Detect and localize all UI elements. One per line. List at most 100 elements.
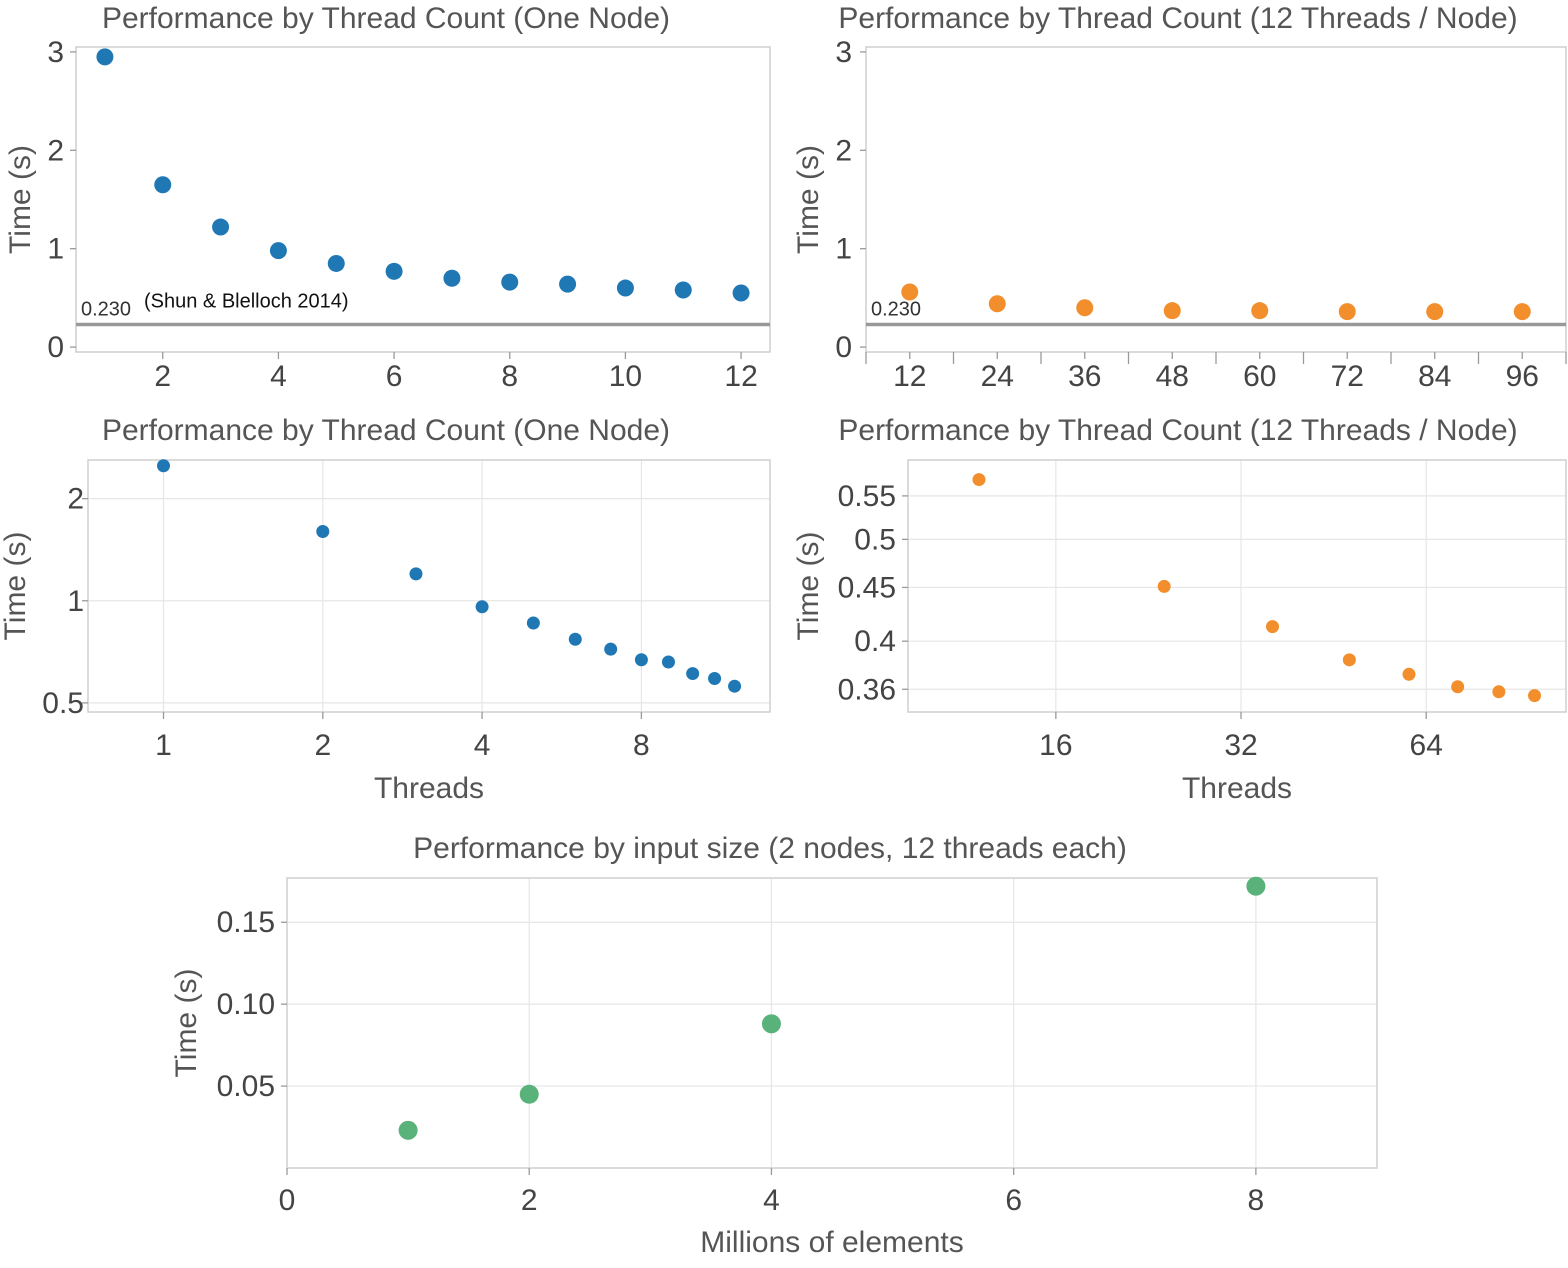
x-tick-label: 84	[1418, 360, 1451, 393]
y-tick-label: 0.4	[854, 625, 896, 658]
y-tick-label: 0.15	[217, 906, 275, 939]
data-point	[443, 269, 461, 287]
data-point	[475, 600, 489, 614]
chart-title: Performance by Thread Count (12 Threads …	[838, 414, 1517, 447]
data-point	[972, 473, 986, 487]
data-point	[634, 653, 648, 667]
reference-line-value: 0.230	[81, 298, 131, 320]
data-point	[1251, 302, 1269, 320]
data-point	[1342, 653, 1356, 667]
data-point	[1338, 303, 1356, 321]
x-tick-label: 0	[279, 1184, 296, 1217]
x-tick-label: 6	[1005, 1184, 1022, 1217]
data-point	[526, 616, 540, 630]
data-point	[604, 642, 618, 656]
x-tick-label: 16	[1039, 729, 1072, 762]
data-point	[1451, 680, 1465, 694]
data-point	[568, 632, 582, 646]
data-point	[616, 279, 634, 297]
x-tick-label: 32	[1224, 729, 1257, 762]
y-axis-label: Time (s)	[4, 145, 37, 254]
y-axis-label: Time (s)	[170, 969, 203, 1078]
data-point	[728, 679, 742, 693]
plot-frame	[907, 459, 1567, 713]
x-tick-label: 96	[1506, 360, 1539, 393]
data-point	[901, 283, 919, 301]
c2-chart: Performance by Thread Count (12 Threads …	[792, 2, 1567, 393]
data-point	[269, 242, 287, 260]
x-axis-label: Millions of elements	[700, 1226, 963, 1259]
y-tick-label: 0.55	[838, 480, 896, 513]
x-tick-label: 2	[314, 729, 331, 762]
data-point	[398, 1120, 418, 1140]
data-point	[761, 1014, 781, 1034]
x-tick-label: 4	[270, 360, 287, 393]
data-point	[385, 262, 403, 280]
y-tick-label: 2	[835, 134, 852, 167]
chart-title: Performance by Thread Count (One Node)	[102, 2, 670, 35]
data-point	[1402, 667, 1416, 681]
data-point	[1246, 876, 1266, 896]
data-point	[686, 667, 700, 681]
x-tick-label: 64	[1410, 729, 1443, 762]
data-point	[96, 48, 114, 66]
chart-title: Performance by Thread Count (12 Threads …	[838, 2, 1517, 35]
x-tick-label: 12	[724, 360, 757, 393]
y-tick-label: 1	[67, 585, 84, 618]
data-point	[519, 1084, 539, 1104]
y-tick-label: 3	[835, 36, 852, 69]
x-tick-label: 72	[1331, 360, 1364, 393]
y-tick-label: 2	[67, 483, 84, 516]
x-tick-label: 4	[474, 729, 491, 762]
x-axis-label: Threads	[374, 772, 484, 805]
x-tick-label: 60	[1243, 360, 1276, 393]
x-tick-label: 8	[1248, 1184, 1265, 1217]
data-point	[1163, 302, 1181, 320]
data-point	[661, 655, 675, 669]
data-point	[409, 567, 423, 581]
y-tick-label: 0.05	[217, 1070, 275, 1103]
x-tick-label: 1	[155, 729, 172, 762]
x-tick-label: 48	[1156, 360, 1189, 393]
y-tick-label: 0.5	[854, 523, 896, 556]
data-point	[1157, 579, 1171, 593]
data-point	[212, 218, 230, 236]
data-point	[154, 176, 172, 194]
c1-chart: Performance by Thread Count (One Node) 0 1…	[4, 2, 771, 393]
y-axis-label: Time (s)	[792, 145, 825, 254]
plot-frame	[286, 877, 1378, 1169]
y-tick-label: 0	[47, 331, 64, 364]
x-tick-label: 2	[154, 360, 171, 393]
data-point	[316, 525, 330, 539]
y-tick-label: 0.36	[838, 673, 896, 706]
y-tick-label: 0.5	[42, 687, 84, 720]
data-point	[1076, 299, 1094, 317]
y-tick-label: 0	[835, 331, 852, 364]
y-tick-label: 1	[47, 233, 64, 266]
data-point	[1528, 689, 1542, 703]
data-point	[674, 281, 692, 299]
y-tick-label: 0.45	[838, 571, 896, 604]
data-point	[988, 295, 1006, 313]
x-tick-label: 4	[763, 1184, 780, 1217]
y-tick-label: 2	[47, 134, 64, 167]
chart-title: Performance by input size (2 nodes, 12 t…	[413, 832, 1127, 865]
data-point	[559, 275, 577, 293]
x-tick-label: 24	[981, 360, 1014, 393]
data-point	[708, 672, 722, 686]
data-point	[501, 273, 519, 291]
data-point	[1265, 620, 1279, 634]
y-tick-label: 3	[47, 36, 64, 69]
x-tick-label: 8	[633, 729, 650, 762]
chart-title: Performance by Thread Count (One Node)	[102, 414, 670, 447]
x-tick-label: 12	[893, 360, 926, 393]
plot-frame	[87, 459, 771, 713]
data-point	[1426, 303, 1444, 321]
c4-chart: Performance by Thread Count (12 Threads …	[792, 414, 1567, 805]
y-axis-label: Time (s)	[792, 532, 825, 641]
x-axis-label: Threads	[1182, 772, 1292, 805]
x-tick-label: 2	[521, 1184, 538, 1217]
reference-line-value: 0.230	[871, 298, 921, 320]
y-axis-label: Time (s)	[0, 532, 32, 641]
